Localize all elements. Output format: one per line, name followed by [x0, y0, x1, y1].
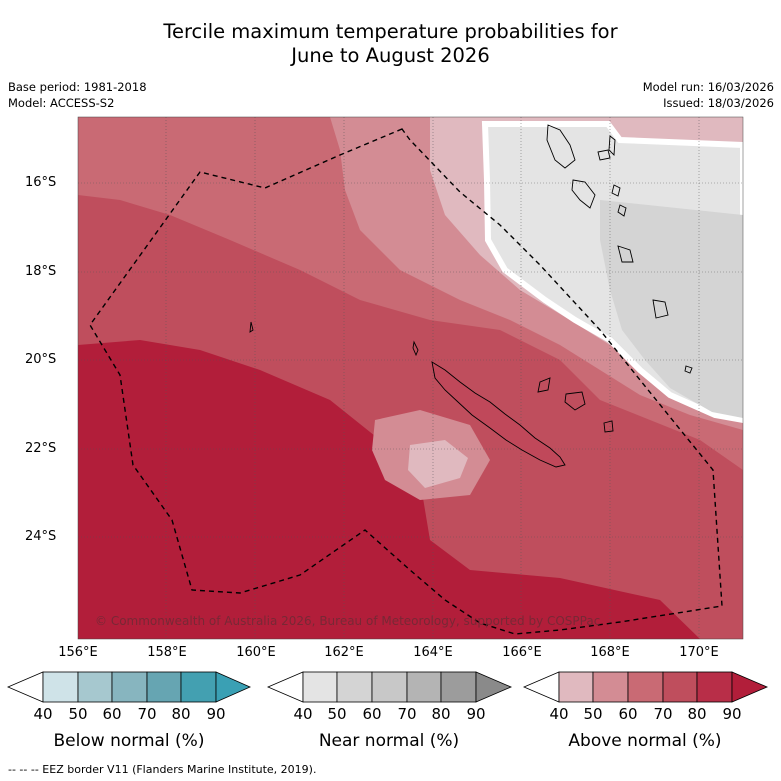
model-label: Model: ACCESS-S2 — [8, 96, 115, 110]
island-vanuatu-small-4 — [617, 204, 627, 217]
island-vanuatu-small-2 — [608, 135, 616, 157]
island-chesterfield — [249, 321, 254, 333]
colorbar-near-arrow-high — [475, 671, 513, 703]
above-tick-40: 40 — [549, 705, 569, 723]
eez-footnote: -- -- -- EEZ border V11 (Flanders Marine… — [8, 763, 317, 776]
colorbar-below-segment-70 — [146, 671, 182, 703]
near-tick-40: 40 — [293, 705, 313, 723]
probability-field — [78, 117, 743, 639]
colorbar-near-segment-40 — [302, 671, 338, 703]
island-new-caledonia — [431, 361, 566, 468]
island-loyalty-2 — [564, 391, 586, 411]
above-tick-80: 80 — [687, 705, 707, 723]
above-tick-90: 90 — [722, 705, 742, 723]
map-frame — [77, 116, 744, 640]
colorbar-below-segment-50 — [77, 671, 113, 703]
colorbar-above-segment-60 — [627, 671, 664, 703]
colorbar-above-arrow-high — [731, 671, 769, 703]
near-tick-90: 90 — [466, 705, 486, 723]
below-tick-60: 60 — [102, 705, 122, 723]
lon-label-168e: 168°E — [590, 645, 630, 660]
colorbar-near-segment-70 — [406, 671, 442, 703]
colorbar-below — [6, 671, 251, 703]
near-tick-80: 80 — [431, 705, 451, 723]
island-anatom — [684, 365, 693, 374]
island-vanuatu-small-3 — [611, 184, 621, 197]
lon-label-158e: 158°E — [147, 645, 187, 660]
colorbar-below-segment-80 — [180, 671, 217, 703]
lat-label-22s: 22°S — [25, 441, 57, 456]
island-belep — [412, 340, 419, 357]
near-tick-50: 50 — [327, 705, 347, 723]
colorbar-above-arrow-low — [522, 671, 560, 703]
lon-label-162e: 162°E — [324, 645, 364, 660]
above-tick-50: 50 — [583, 705, 603, 723]
island-loyalty-3 — [603, 420, 614, 433]
issued-label: Issued: 18/03/2026 — [663, 96, 774, 110]
below-normal-caption: Below normal (%) — [53, 731, 205, 751]
lat-label-18s: 18°S — [25, 264, 57, 279]
colorbar-above-segment-40 — [558, 671, 594, 703]
near-normal-caption: Near normal (%) — [318, 731, 460, 751]
island-vanuatu-efate — [617, 245, 634, 263]
island-vanuatu-malekula — [571, 179, 596, 209]
above-tick-70: 70 — [653, 705, 673, 723]
lon-label-160e: 160°E — [236, 645, 276, 660]
colorbar-above-segment-70 — [662, 671, 698, 703]
map-title-line1: Tercile maximum temperature probabilitie… — [163, 20, 618, 43]
below-tick-90: 90 — [206, 705, 226, 723]
island-vanuatu-tanna — [652, 299, 669, 319]
island-vanuatu-espiritu — [546, 124, 576, 169]
near-tick-60: 60 — [362, 705, 382, 723]
colorbar-above — [522, 671, 769, 703]
below-tick-80: 80 — [171, 705, 191, 723]
above-tick-60: 60 — [618, 705, 638, 723]
colorbar-below-arrow-high — [215, 671, 251, 703]
lon-label-170e: 170°E — [679, 645, 719, 660]
colorbar-near-segment-80 — [440, 671, 477, 703]
base-period-label: Base period: 1981-2018 — [8, 80, 147, 94]
pocket-above-40 — [408, 440, 468, 488]
near-tick-70: 70 — [397, 705, 417, 723]
model-run-label: Model run: 16/03/2026 — [642, 80, 774, 94]
band-near-50 — [600, 200, 743, 418]
below-tick-50: 50 — [68, 705, 88, 723]
colorbar-near-segment-60 — [371, 671, 408, 703]
below-tick-40: 40 — [33, 705, 53, 723]
colorbar-above-segment-50 — [592, 671, 629, 703]
colorbar-near-segment-50 — [336, 671, 373, 703]
islands — [249, 124, 693, 468]
lon-label-166e: 166°E — [502, 645, 542, 660]
patch-above-60 — [265, 185, 295, 208]
lat-label-16s: 16°S — [25, 175, 57, 190]
eez-border — [89, 128, 723, 635]
below-tick-70: 70 — [137, 705, 157, 723]
colorbar-near — [266, 671, 513, 703]
copyright-notice: © Commonwealth of Australia 2026, Bureau… — [95, 614, 601, 628]
lat-label-24s: 24°S — [25, 529, 57, 544]
colorbar-below-segment-40 — [42, 671, 79, 703]
colorbar-above-segment-80 — [696, 671, 733, 703]
colorbar-near-arrow-low — [266, 671, 304, 703]
map-gridlines — [78, 117, 743, 639]
lon-label-164e: 164°E — [413, 645, 453, 660]
colorbar-below-segment-60 — [111, 671, 148, 703]
lon-label-156e: 156°E — [58, 645, 98, 660]
above-normal-caption: Above normal (%) — [568, 731, 722, 751]
lat-label-20s: 20°S — [25, 352, 57, 367]
colorbar-below-arrow-low — [6, 671, 44, 703]
island-loyalty-1 — [537, 377, 551, 393]
map-title-line2: June to August 2026 — [291, 44, 490, 67]
island-vanuatu-small-1 — [597, 149, 611, 161]
